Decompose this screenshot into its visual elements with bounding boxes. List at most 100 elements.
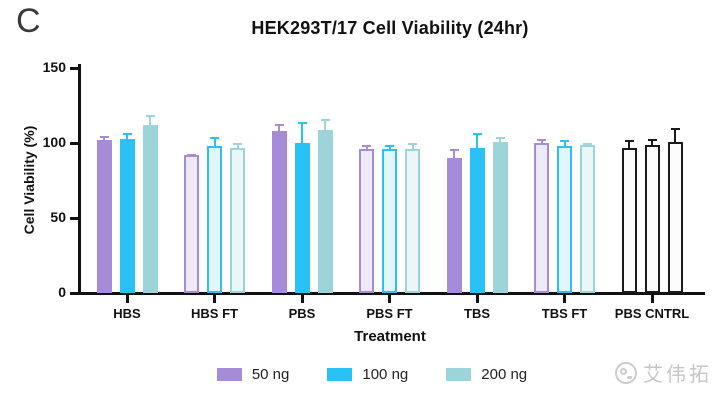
error-bar-cap xyxy=(449,149,459,151)
error-bar-stem xyxy=(411,143,414,149)
bar-pbs-cntrl-100-ng xyxy=(644,144,660,293)
bar-hbs-ft-200-ng xyxy=(230,147,245,293)
legend-label: 100 ng xyxy=(362,366,409,383)
error-bar-cap xyxy=(320,119,330,121)
bar-hbs-200-ng xyxy=(142,125,158,293)
legend-label: 50 ng xyxy=(251,366,290,383)
y-axis-title: Cell Viability (%) xyxy=(21,125,37,235)
legend-item-50-ng: 50 ng xyxy=(216,366,290,383)
x-axis-line xyxy=(78,292,705,295)
y-tick xyxy=(70,141,78,145)
y-tick xyxy=(70,291,78,295)
x-tick xyxy=(475,295,479,303)
error-bar-cap xyxy=(99,135,109,138)
x-tick-label: PBS xyxy=(288,306,316,321)
x-axis-title: Treatment xyxy=(354,328,426,345)
error-bar-stem xyxy=(540,138,543,143)
bar-pbs-50-ng xyxy=(271,131,287,293)
x-tick xyxy=(213,295,216,303)
error-bar-stem xyxy=(628,140,630,148)
error-bar-stem xyxy=(453,149,455,158)
error-bar-cap xyxy=(560,140,569,142)
watermark-logo-icon xyxy=(615,361,637,384)
legend-swatch xyxy=(446,368,472,381)
error-bar-cap xyxy=(362,144,371,147)
chart-title: HEK293T/17 Cell Viability (24hr) xyxy=(251,18,529,38)
bar-pbs-cntrl-50-ng xyxy=(621,147,637,293)
x-tick-label: PBS CNTRL xyxy=(614,306,690,321)
bar-tbs-ft-100-ng xyxy=(557,146,572,293)
bar-tbs-100-ng xyxy=(469,147,485,293)
bar-pbs-200-ng xyxy=(317,129,333,293)
bar-pbs-100-ng xyxy=(294,143,310,293)
y-tick-label: 0 xyxy=(58,284,66,300)
legend-swatch xyxy=(327,368,353,381)
error-bar-stem xyxy=(651,138,653,145)
error-bar-stem xyxy=(563,140,566,146)
y-tick-label: 150 xyxy=(42,59,66,75)
error-bar-stem xyxy=(324,119,326,130)
bar-pbs-cntrl-200-ng xyxy=(667,141,683,293)
error-bar-cap xyxy=(385,144,394,147)
x-tick xyxy=(388,295,391,303)
error-bar-cap xyxy=(408,143,417,145)
error-bar-stem xyxy=(301,122,303,143)
error-bar-stem xyxy=(213,137,216,146)
error-bar-cap xyxy=(187,153,196,156)
legend-label: 200 ng xyxy=(481,366,528,383)
bar-pbs-ft-50-ng xyxy=(359,149,374,293)
error-bar-stem xyxy=(103,135,105,140)
bar-tbs-200-ng xyxy=(492,141,508,293)
legend-item-100-ng: 100 ng xyxy=(327,366,408,383)
error-bar-cap xyxy=(122,132,132,135)
y-tick-label: 100 xyxy=(42,134,66,150)
error-bar-cap xyxy=(495,137,505,139)
error-bar-stem xyxy=(149,114,151,125)
y-tick-label: 50 xyxy=(50,209,66,225)
x-tick-label: HBS xyxy=(113,306,141,321)
error-bar-cap xyxy=(647,138,657,141)
panel-label: C xyxy=(16,2,41,40)
watermark: 艾伟拓 xyxy=(615,358,712,387)
error-bar-stem xyxy=(476,132,478,148)
error-bar-cap xyxy=(624,140,634,142)
bar-hbs-100-ng xyxy=(119,138,135,293)
y-tick xyxy=(70,216,78,220)
bar-pbs-ft-100-ng xyxy=(382,149,397,293)
x-tick xyxy=(563,295,566,303)
x-tick-label: PBS FT xyxy=(366,306,413,321)
bar-tbs-50-ng xyxy=(446,158,462,293)
bar-hbs-50-ng xyxy=(96,140,112,293)
x-tick-label: HBS FT xyxy=(191,306,238,321)
error-bar-stem xyxy=(236,143,239,148)
error-bar-cap xyxy=(583,143,592,145)
error-bar-stem xyxy=(388,144,391,149)
error-bar-cap xyxy=(297,122,307,124)
watermark-text: 艾伟拓 xyxy=(643,364,712,386)
bar-pbs-ft-200-ng xyxy=(405,149,420,293)
y-axis-line xyxy=(78,64,81,295)
bar-tbs-ft-50-ng xyxy=(534,143,549,293)
bar-hbs-ft-100-ng xyxy=(207,146,222,293)
error-bar-stem xyxy=(499,137,501,142)
legend-swatch xyxy=(216,368,242,381)
error-bar-stem xyxy=(126,132,128,139)
error-bar-stem xyxy=(365,144,368,149)
y-tick xyxy=(70,66,78,70)
error-bar-stem xyxy=(278,123,280,131)
bar-tbs-ft-200-ng xyxy=(580,144,595,293)
bar-hbs-ft-50-ng xyxy=(184,155,199,293)
x-tick-label: TBS FT xyxy=(541,306,588,321)
error-bar-cap xyxy=(145,114,155,117)
error-bar-cap xyxy=(274,123,284,126)
error-bar-cap xyxy=(210,137,219,139)
x-tick xyxy=(300,295,304,303)
legend-item-200-ng: 200 ng xyxy=(446,366,527,383)
chart-legend: 50 ng 100 ng 200 ng xyxy=(12,366,720,383)
error-bar-cap xyxy=(233,143,242,145)
error-bar-stem xyxy=(674,128,676,142)
x-tick xyxy=(650,295,654,303)
error-bar-cap xyxy=(537,138,546,141)
error-bar-cap xyxy=(472,132,482,135)
